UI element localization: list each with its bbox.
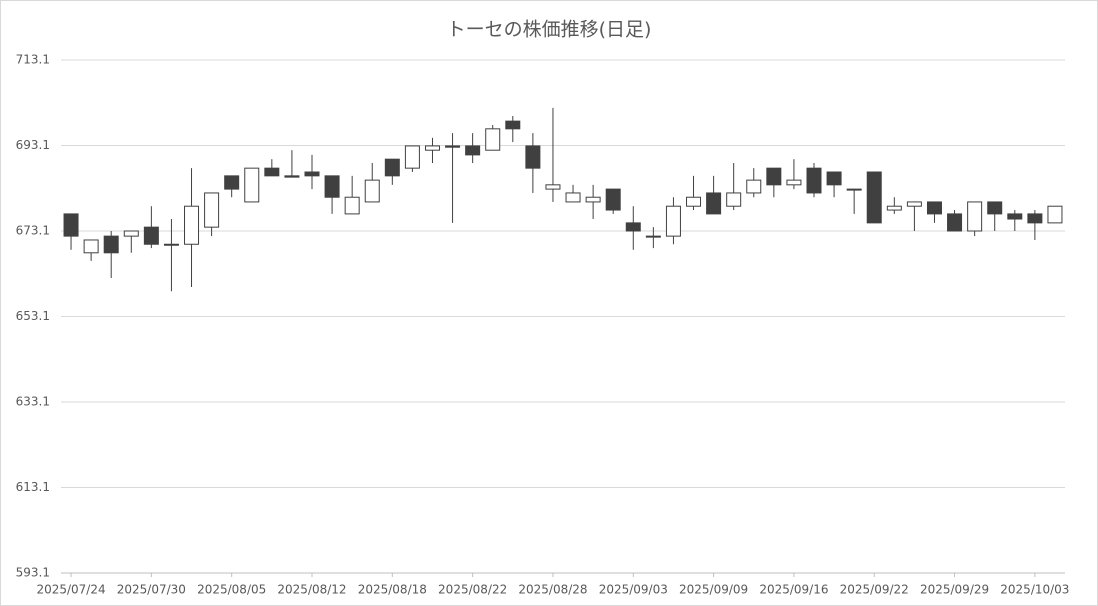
candle-body: [184, 205, 200, 245]
candle-body: [1047, 205, 1063, 224]
candle-body: [525, 145, 541, 169]
candle-body: [846, 188, 862, 191]
candle-body: [1027, 213, 1043, 224]
x-tick-label: 2025/07/30: [117, 583, 186, 597]
candle-body: [565, 192, 581, 203]
x-tick-label: 2025/09/16: [759, 583, 828, 597]
candle-body: [866, 171, 882, 224]
candle-body: [384, 158, 400, 177]
candle-body: [1007, 213, 1023, 220]
candle-body: [806, 167, 822, 194]
candle-body: [645, 235, 661, 238]
candle-body: [123, 230, 139, 237]
candle-body: [103, 235, 119, 254]
candle-body: [926, 201, 942, 215]
candle-body: [605, 188, 621, 211]
candle-body: [404, 145, 420, 169]
x-tick-label: 2025/09/22: [840, 583, 909, 597]
y-tick-label: 653.1: [16, 309, 50, 323]
candle-body: [545, 184, 561, 190]
x-tick-label: 2025/08/22: [438, 583, 507, 597]
y-tick-label: 613.1: [16, 480, 50, 494]
x-tick-label: 2025/07/24: [36, 583, 105, 597]
chart-title: トーセの株価推移(日足): [447, 19, 652, 41]
candle-body: [826, 171, 842, 186]
candle-body: [485, 128, 501, 151]
candle-body: [505, 120, 521, 130]
x-tick-label: 2025/08/28: [518, 583, 587, 597]
x-tick-label: 2025/08/05: [197, 583, 266, 597]
x-tick-label: 2025/09/29: [920, 583, 989, 597]
candle-body: [284, 175, 300, 178]
candle-body: [264, 167, 280, 177]
candle-body: [445, 145, 461, 148]
candle-body: [726, 192, 742, 207]
candle-body: [906, 201, 922, 207]
y-tick-label: 673.1: [16, 224, 50, 238]
x-tick-label: 2025/08/12: [277, 583, 346, 597]
candle-body: [947, 213, 963, 232]
candle-body: [967, 201, 983, 232]
candle-body: [665, 205, 681, 237]
x-tick-label: 2025/09/09: [679, 583, 748, 597]
y-tick-label: 693.1: [16, 138, 50, 152]
candle-body: [364, 179, 380, 203]
candle-body: [83, 239, 99, 254]
candle-body: [686, 196, 702, 207]
candle-body: [304, 171, 320, 177]
candle-body: [63, 213, 79, 237]
candle-body: [244, 167, 260, 203]
candle-body: [987, 201, 1003, 215]
candle-body: [786, 179, 802, 186]
candle-body: [585, 196, 601, 203]
candle-body: [746, 179, 762, 194]
candle-body: [224, 175, 240, 190]
candle-body: [766, 167, 782, 186]
candle-body: [886, 205, 902, 211]
x-tick-label: 2025/10/03: [1000, 583, 1069, 597]
candle-body: [465, 145, 481, 156]
candle-body: [163, 243, 179, 246]
candle-body: [706, 192, 722, 215]
y-tick-label: 713.1: [16, 53, 50, 67]
candle-body: [625, 222, 641, 232]
y-tick-label: 593.1: [16, 566, 50, 580]
candle-body: [424, 145, 440, 151]
candle-body: [344, 196, 360, 215]
candle-body: [324, 175, 340, 198]
candle-body: [143, 226, 159, 245]
x-tick-label: 2025/08/18: [358, 583, 427, 597]
candle-body: [204, 192, 220, 228]
y-tick-label: 633.1: [16, 395, 50, 409]
x-tick-label: 2025/09/03: [599, 583, 668, 597]
